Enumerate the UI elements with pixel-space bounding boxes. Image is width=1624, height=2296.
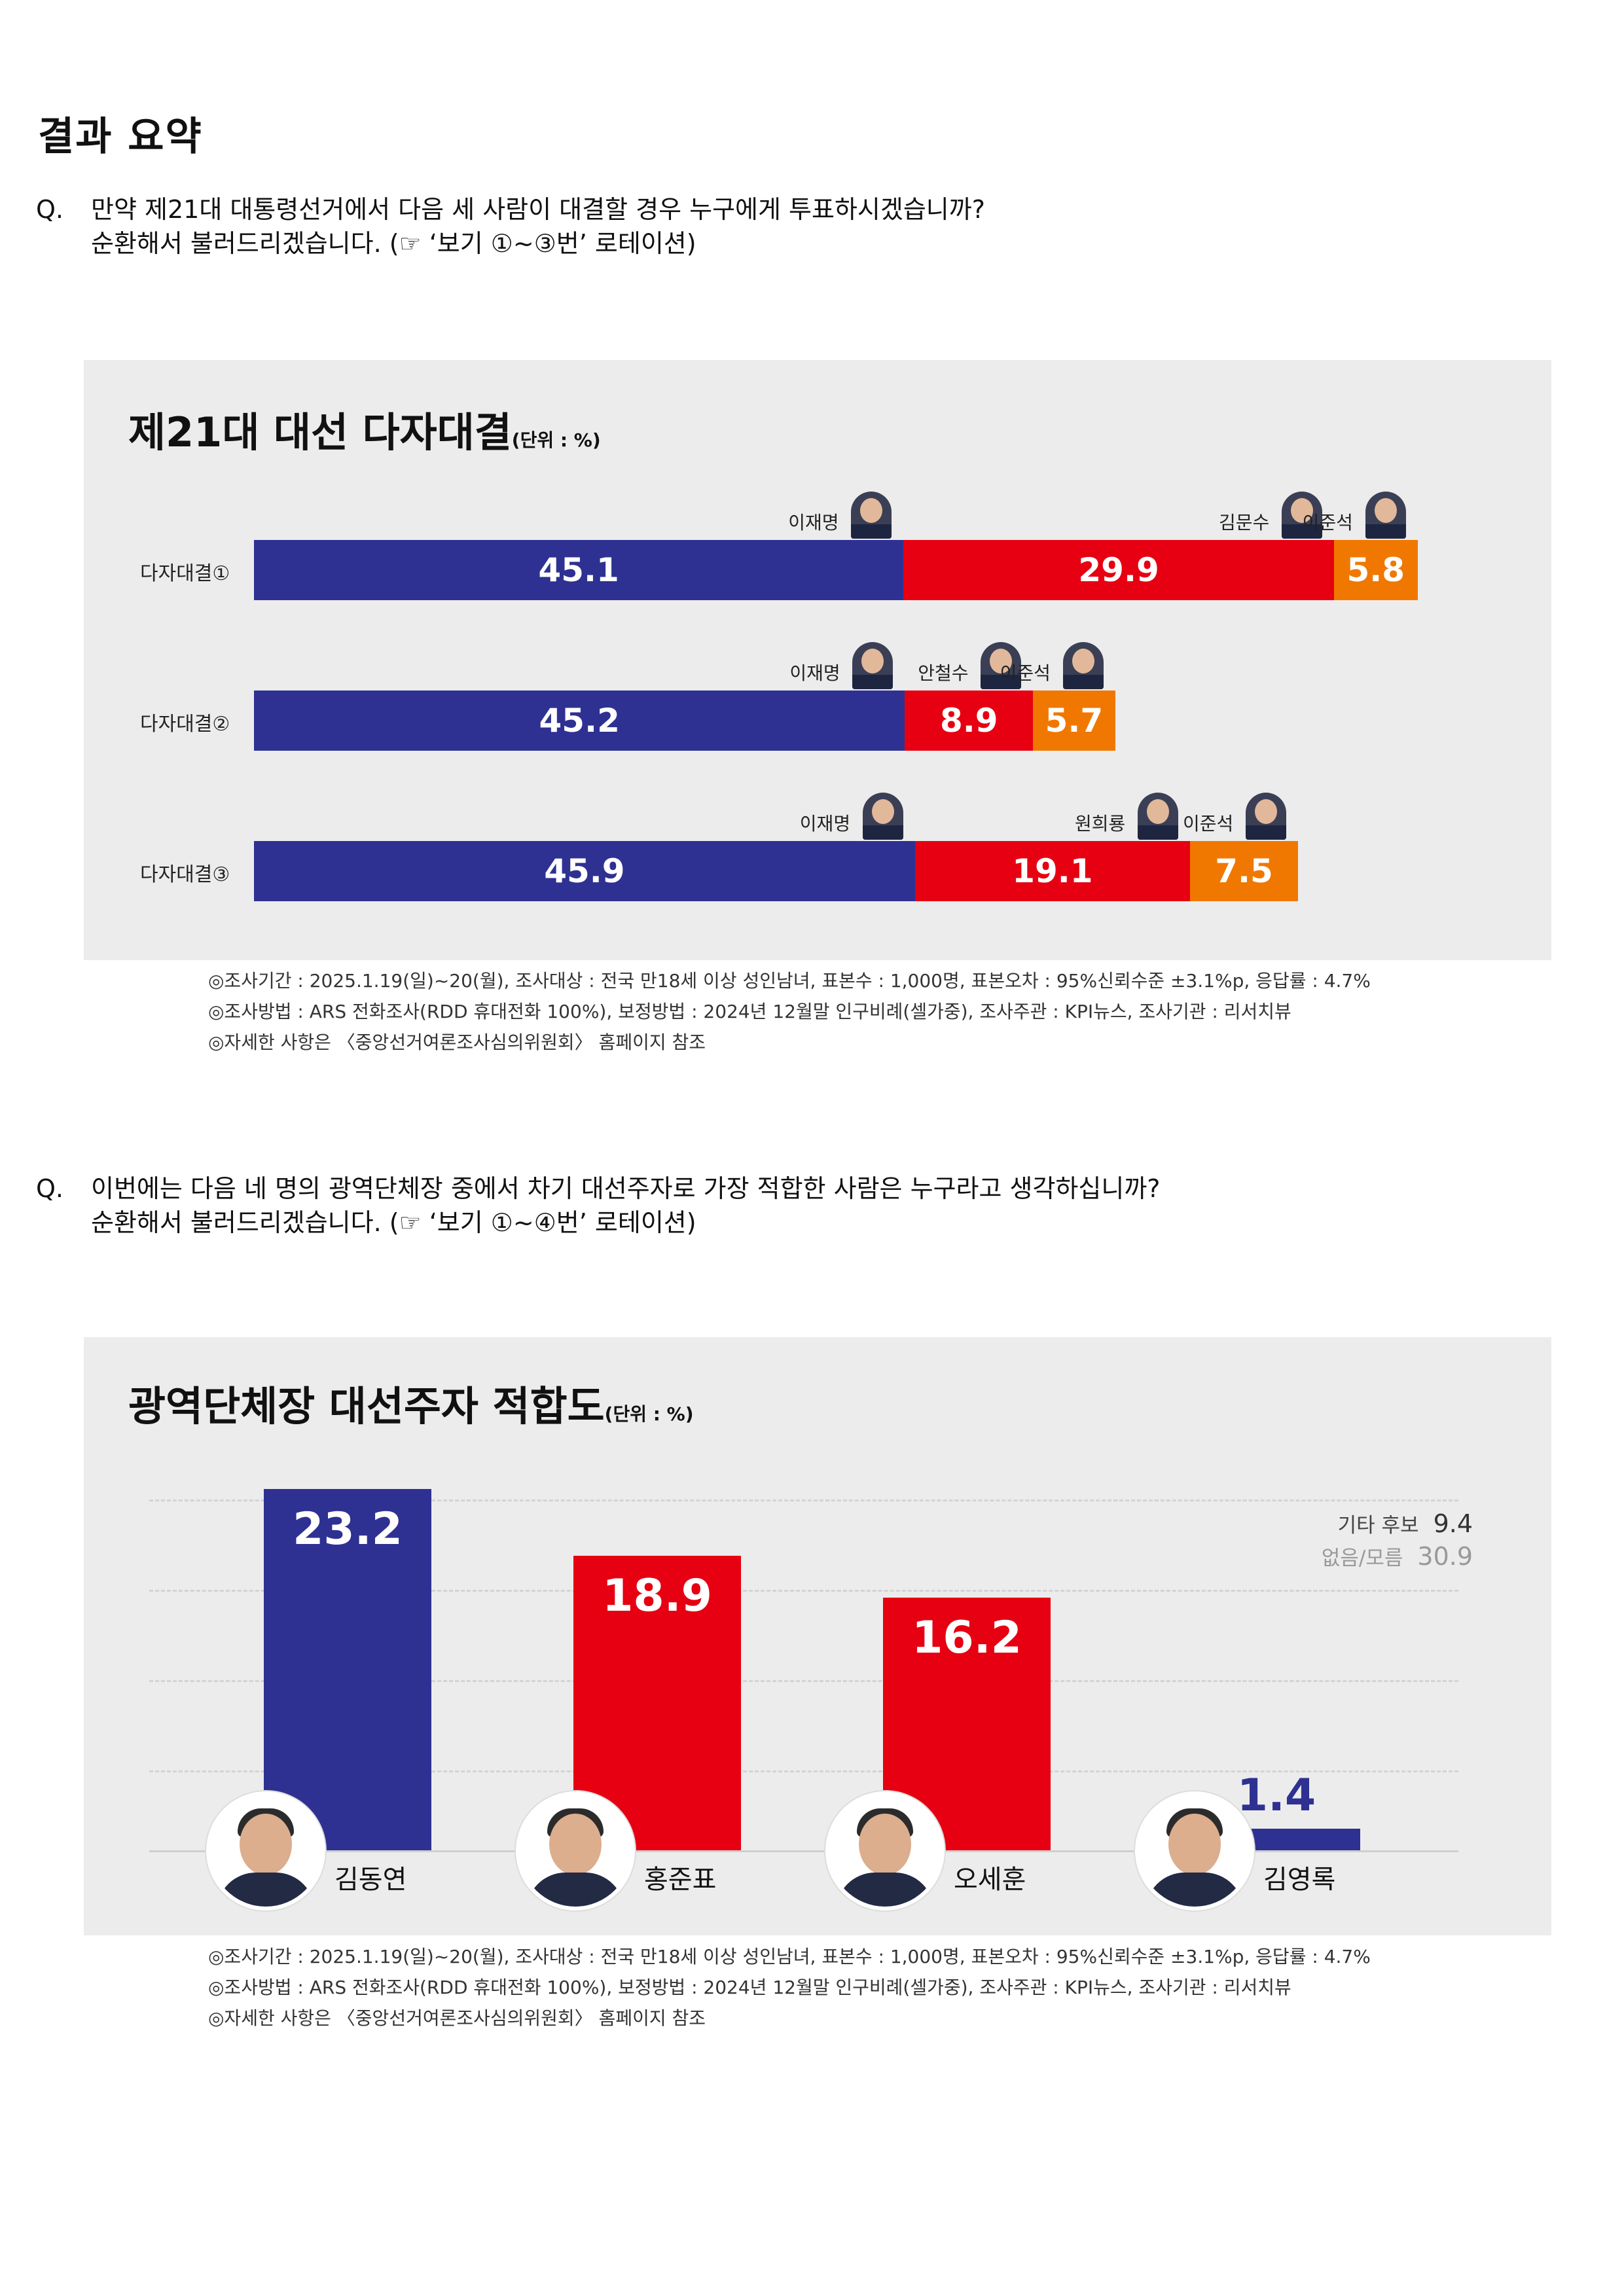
category-label: 김영록 xyxy=(1263,1865,1336,1895)
category-label: 홍준표 xyxy=(644,1865,717,1895)
question-text: 만약 제21대 대통령선거에서 다음 세 사람이 대결할 경우 누구에게 투표하… xyxy=(91,195,985,224)
candidate-photo xyxy=(1282,492,1322,539)
gridline xyxy=(149,1680,1458,1682)
bar-segment: 8.9 xyxy=(905,691,1034,751)
page-title: 결과 요약 xyxy=(38,114,203,160)
candidate-portrait xyxy=(1135,1791,1254,1910)
column-value-label: 1.4 xyxy=(1236,1769,1316,1821)
legend-label: 기타 후보 xyxy=(1337,1514,1419,1537)
candidate-portrait xyxy=(825,1791,945,1910)
bar-value-label: 8.9 xyxy=(940,702,998,740)
candidate-photo xyxy=(1062,642,1104,689)
gridline xyxy=(149,1590,1458,1592)
column-value-label: 18.9 xyxy=(602,1570,712,1623)
bar-segment: 19.1 xyxy=(914,841,1190,901)
question-sub: 순환해서 불러드리겠습니다. (☞ ‘보기 ①~③번’ 로테이션) xyxy=(91,229,696,258)
legend-none: 없음/모름 30.9 xyxy=(1322,1541,1473,1571)
candidate-photo xyxy=(851,492,892,539)
candidate-photo xyxy=(1246,793,1286,840)
candidate-portrait xyxy=(516,1791,635,1910)
bar-segment: 5.7 xyxy=(1033,691,1115,751)
baseline xyxy=(149,1850,1458,1852)
chart-panel-multi-race: 제21대 대선 다자대결(단위 : %) 다자대결① 45.1 이재명 29.9 김문수… xyxy=(84,360,1551,960)
bar-value-label: 29.9 xyxy=(1078,551,1159,589)
candidate-name: 이준석 xyxy=(1000,662,1051,684)
legend-other: 기타 후보 9.4 xyxy=(1338,1509,1473,1538)
chart-title-text: 제21대 대선 다자대결 xyxy=(128,408,512,456)
bar-segment: 45.9 xyxy=(254,841,915,901)
chart-unit: (단위 : %) xyxy=(604,1403,694,1425)
note-line: ◎자세한 사항은 〈중앙선거여론조사심의위원회〉 홈페이지 참조 xyxy=(208,2007,706,2029)
column-bar xyxy=(264,1488,431,1850)
bar-value-label: 7.5 xyxy=(1215,852,1273,890)
row-label: 다자대결① xyxy=(140,562,230,585)
bar-segment: 29.9 xyxy=(903,540,1334,600)
note-line: ◎조사방법 : ARS 전화조사(RDD 휴대전화 100%), 보정방법 : … xyxy=(208,1977,1291,1998)
candidate-photo xyxy=(981,642,1022,689)
column-value-label: 23.2 xyxy=(293,1503,403,1555)
question-text: 이번에는 다음 네 명의 광역단체장 중에서 차기 대선주자로 가장 적합한 사… xyxy=(91,1174,1161,1203)
survey-notes-2: ◎조사기간 : 2025.1.19(일)~20(월), 조사대상 : 전국 만1… xyxy=(208,1941,1371,2034)
bar-value-label: 5.7 xyxy=(1045,702,1104,740)
note-line: ◎자세한 사항은 〈중앙선거여론조사심의위원회〉 홈페이지 참조 xyxy=(208,1031,706,1053)
chart-panel-suitability: 광역단체장 대선주자 적합도(단위 : %) 기타 후보 9.4 없음/모름 3… xyxy=(84,1337,1551,1935)
bar-value-label: 5.8 xyxy=(1346,551,1405,589)
legend-value: 9.4 xyxy=(1433,1509,1473,1538)
question-2: Q. 이번에는 다음 네 명의 광역단체장 중에서 차기 대선주자로 가장 적합… xyxy=(36,1172,1160,1240)
gridline xyxy=(149,1770,1458,1772)
chart-title: 광역단체장 대선주자 적합도(단위 : %) xyxy=(128,1373,694,1432)
candidate-name: 이재명 xyxy=(788,512,839,533)
note-line: ◎조사기간 : 2025.1.19(일)~20(월), 조사대상 : 전국 만1… xyxy=(208,970,1371,992)
question-1: Q. 만약 제21대 대통령선거에서 다음 세 사람이 대결할 경우 누구에게 … xyxy=(36,192,985,260)
legend-label: 없음/모름 xyxy=(1321,1547,1403,1570)
candidate-name: 안철수 xyxy=(918,662,969,684)
candidate-name: 이준석 xyxy=(1302,512,1353,533)
candidate-name: 원희룡 xyxy=(1075,813,1126,834)
bar-segment: 45.2 xyxy=(254,691,905,751)
survey-notes-1: ◎조사기간 : 2025.1.19(일)~20(월), 조사대상 : 전국 만1… xyxy=(208,965,1371,1058)
candidate-name: 이재명 xyxy=(789,662,840,684)
bar-value-label: 45.2 xyxy=(539,702,620,740)
column-value-label: 16.2 xyxy=(912,1612,1022,1664)
bar-value-label: 45.9 xyxy=(544,852,625,890)
bar-value-label: 19.1 xyxy=(1012,852,1093,890)
bar-segment: 7.5 xyxy=(1190,841,1298,901)
note-line: ◎조사방법 : ARS 전화조사(RDD 휴대전화 100%), 보정방법 : … xyxy=(208,1001,1291,1022)
category-label: 오세훈 xyxy=(954,1865,1026,1895)
category-label: 김동연 xyxy=(334,1865,407,1895)
bar-segment: 5.8 xyxy=(1334,540,1418,600)
bar-segment: 45.1 xyxy=(254,540,904,600)
candidate-photo xyxy=(862,793,903,840)
question-label: Q. xyxy=(36,1174,63,1203)
candidate-name: 이준석 xyxy=(1183,813,1234,834)
note-line: ◎조사기간 : 2025.1.19(일)~20(월), 조사대상 : 전국 만1… xyxy=(208,1946,1371,1967)
candidate-photo xyxy=(852,642,893,689)
chart-title: 제21대 대선 다자대결(단위 : %) xyxy=(128,399,601,458)
candidate-photo xyxy=(1138,793,1178,840)
candidate-name: 이재명 xyxy=(799,813,851,834)
gridline xyxy=(149,1499,1458,1501)
candidate-photo xyxy=(1365,492,1406,539)
row-label: 다자대결③ xyxy=(140,863,230,886)
chart-title-text: 광역단체장 대선주자 적합도 xyxy=(128,1382,605,1430)
chart-unit: (단위 : %) xyxy=(511,429,601,451)
bar-value-label: 45.1 xyxy=(538,551,619,589)
legend-value: 30.9 xyxy=(1417,1542,1473,1571)
candidate-name: 김문수 xyxy=(1219,512,1270,533)
question-label: Q. xyxy=(36,195,63,224)
row-label: 다자대결② xyxy=(140,713,230,736)
candidate-portrait xyxy=(206,1791,325,1910)
question-sub: 순환해서 불러드리겠습니다. (☞ ‘보기 ①~④번’ 로테이션) xyxy=(91,1208,696,1237)
